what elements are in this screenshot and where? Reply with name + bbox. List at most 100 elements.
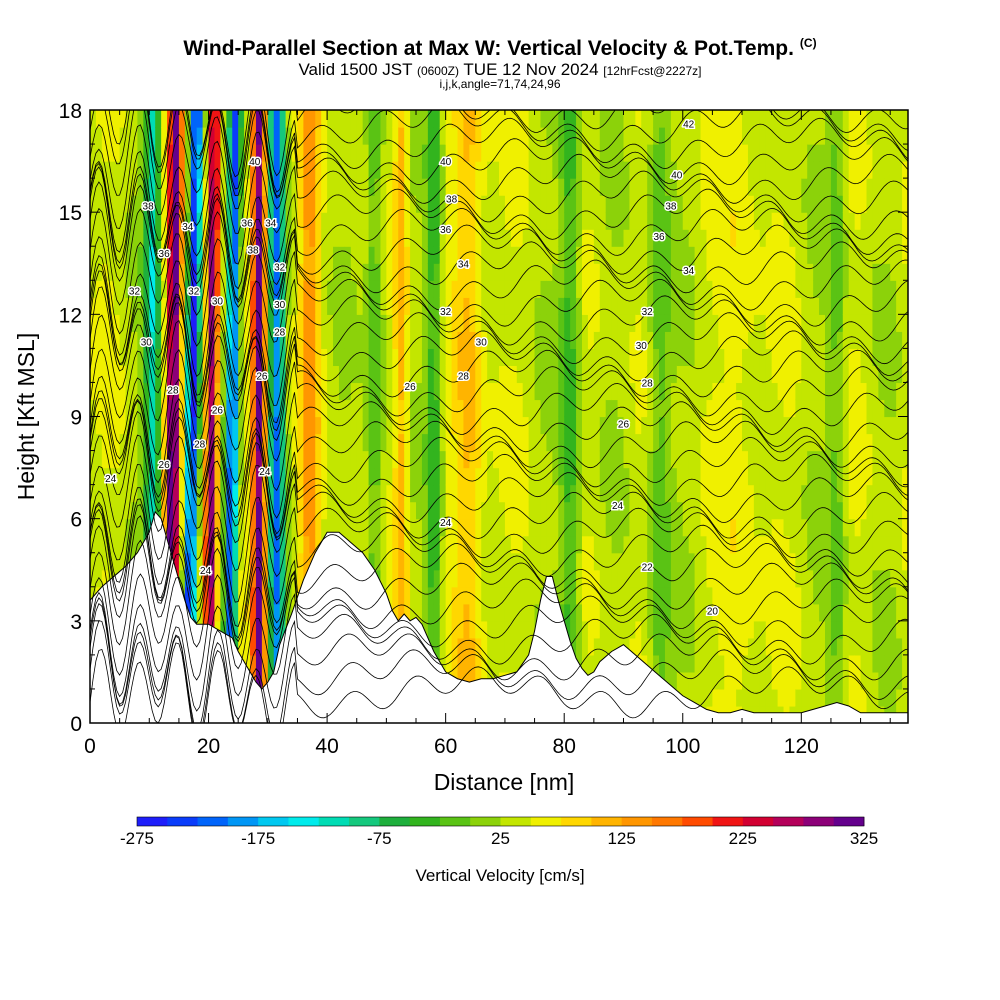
x-tick-label: 60 — [434, 735, 457, 758]
theta-label: 34 — [683, 266, 695, 277]
chart-subtitle: Valid 1500 JST (0600Z) TUE 12 Nov 2024 [… — [298, 60, 702, 79]
chart-grid-info: i,j,k,angle=71,74,24,96 — [439, 77, 561, 91]
theta-label: 32 — [440, 307, 452, 318]
theta-label: 26 — [256, 372, 268, 383]
theta-contour-line — [90, 251, 908, 377]
theta-label: 40 — [440, 157, 452, 168]
theta-label: 30 — [212, 297, 224, 308]
theta-label: 32 — [274, 263, 286, 274]
theta-contour-line — [90, 441, 908, 561]
theta-contour-line — [90, 620, 908, 723]
colorbar-label: Vertical Velocity [cm/s] — [415, 866, 584, 885]
theta-label: 24 — [105, 474, 117, 485]
theta-contour-line — [90, 593, 908, 712]
y-tick-label: 9 — [70, 407, 82, 430]
colorbar-swatch — [682, 817, 713, 826]
colorbar-tick-label: 25 — [491, 829, 510, 848]
theta-contour-line — [90, 166, 908, 290]
theta-contour-line — [90, 432, 908, 539]
theta-label: 20 — [707, 607, 719, 618]
theta-contour-line — [90, 400, 908, 519]
theta-contour-line — [90, 464, 908, 585]
theta-label: 38 — [143, 201, 155, 212]
y-tick-label: 6 — [70, 509, 82, 532]
colorbar-swatch — [833, 817, 865, 826]
colorbar-frame — [136, 816, 865, 827]
theta-label: 34 — [458, 259, 470, 270]
theta-label: 26 — [212, 406, 224, 417]
theta-label: 24 — [259, 467, 271, 478]
theta-label: 28 — [194, 440, 206, 451]
colorbar-swatch — [167, 817, 198, 826]
colorbar-swatch — [379, 817, 411, 826]
colorbar-tick-label: -275 — [120, 829, 154, 848]
theta-contour-line — [90, 642, 908, 723]
theta-contour-line — [90, 603, 908, 723]
x-tick-label: 120 — [784, 735, 819, 758]
x-tick-label: 80 — [553, 735, 576, 758]
theta-label: 30 — [274, 300, 286, 311]
theta-label: 30 — [141, 338, 153, 349]
colorbar-tick-label: 325 — [850, 829, 878, 848]
y-tick-label: 3 — [70, 611, 82, 634]
colorbar-swatch — [803, 817, 835, 826]
theta-label: 28 — [642, 378, 654, 389]
colorbar-swatch — [288, 817, 320, 826]
theta-label: 30 — [636, 341, 648, 352]
theta-label: 26 — [618, 419, 630, 430]
colorbar-swatch — [530, 817, 562, 826]
x-axis-title: Distance [nm] — [434, 769, 575, 795]
colorbar-swatch — [470, 817, 501, 826]
colorbar-tick-label: -75 — [367, 829, 392, 848]
theta-contours — [90, 110, 908, 723]
theta-contour-line — [90, 503, 908, 628]
theta-label: 38 — [247, 246, 259, 257]
colorbar-swatch — [561, 817, 592, 826]
theta-label: 36 — [440, 225, 452, 236]
theta-label: 24 — [200, 566, 212, 577]
theta-label: 24 — [440, 518, 452, 529]
theta-label: 40 — [249, 157, 261, 168]
colorbar-swatch — [651, 817, 683, 826]
theta-label: 28 — [458, 372, 470, 383]
colorbar-swatch — [258, 817, 289, 826]
colorbar-swatch — [439, 817, 471, 826]
colorbar-tick-label: 225 — [729, 829, 757, 848]
theta-contour-line — [90, 496, 908, 603]
y-tick-label: 12 — [59, 304, 82, 327]
x-tick-label: 0 — [84, 735, 96, 758]
theta-label: 32 — [129, 286, 141, 297]
colorbar-tick-label: 125 — [607, 829, 635, 848]
theta-contour-line — [90, 302, 908, 424]
theta-contour-line — [90, 547, 908, 676]
theta-label: 42 — [683, 120, 695, 131]
theta-contour-line — [90, 361, 908, 484]
theta-label: 26 — [405, 382, 417, 393]
colorbar-swatch — [197, 817, 229, 826]
theta-label: 38 — [665, 201, 677, 212]
theta-contour-line — [90, 162, 908, 265]
theta-contour-line — [90, 392, 908, 498]
y-tick-label: 15 — [59, 202, 82, 225]
y-axis-title: Height [Kft MSL] — [13, 333, 39, 500]
colorbar-swatch — [712, 817, 744, 826]
colorbar-swatch — [591, 817, 623, 826]
theta-label: 36 — [653, 232, 665, 243]
theta-contour-line — [90, 131, 908, 253]
theta-contour-line — [90, 574, 908, 698]
y-tick-label: 0 — [70, 713, 82, 736]
theta-label: 40 — [671, 171, 683, 182]
colorbar-swatch — [773, 817, 804, 826]
theta-contour-line — [90, 270, 908, 396]
theta-label: 24 — [612, 501, 624, 512]
theta-contour-line — [90, 110, 908, 178]
x-tick-label: 20 — [197, 735, 220, 758]
colorbar-swatch — [742, 817, 774, 826]
colorbar-swatch — [137, 817, 168, 826]
theta-label: 32 — [188, 286, 200, 297]
x-tick-label: 40 — [315, 735, 338, 758]
theta-contour-line — [90, 319, 908, 432]
theta-label: 34 — [182, 222, 194, 233]
x-tick-label: 100 — [665, 735, 700, 758]
